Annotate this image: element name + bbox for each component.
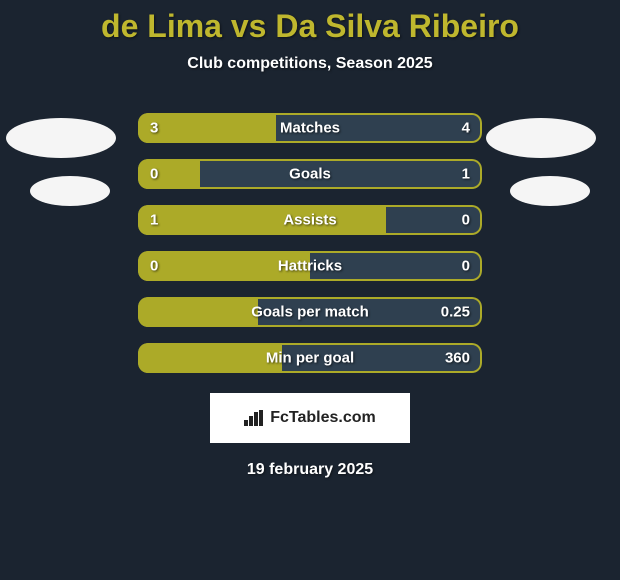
branding-badge[interactable]: FcTables.com	[210, 393, 410, 443]
chart-icon	[244, 410, 264, 426]
stat-value-right: 1	[462, 166, 470, 183]
stat-value-right: 0	[462, 258, 470, 275]
player-avatar	[30, 176, 110, 206]
stat-value-left: 3	[150, 120, 158, 137]
player-avatar	[6, 118, 116, 158]
stat-label: Matches	[280, 120, 340, 137]
bar-left	[138, 297, 258, 327]
stat-row: Assists 1 0	[10, 205, 610, 235]
date-text: 19 february 2025	[0, 461, 620, 479]
branding-text: FcTables.com	[270, 409, 376, 427]
stat-value-right: 0	[462, 212, 470, 229]
stat-value-left: 0	[150, 258, 158, 275]
stat-value-left: 0	[150, 166, 158, 183]
stat-value-left: 1	[150, 212, 158, 229]
stat-label: Hattricks	[278, 258, 342, 275]
page-title: de Lima vs Da Silva Ribeiro	[0, 0, 620, 45]
stat-row: Min per goal 360	[10, 343, 610, 373]
subtitle: Club competitions, Season 2025	[0, 55, 620, 73]
stat-row: Goals per match 0.25	[10, 297, 610, 327]
stat-label: Goals	[289, 166, 331, 183]
stat-row: Hattricks 0 0	[10, 251, 610, 281]
stat-value-right: 0.25	[441, 304, 470, 321]
bar-left	[138, 159, 200, 189]
stat-label: Min per goal	[266, 350, 354, 367]
stat-value-right: 360	[445, 350, 470, 367]
comparison-card: de Lima vs Da Silva Ribeiro Club competi…	[0, 0, 620, 580]
player-avatar	[510, 176, 590, 206]
player-avatar	[486, 118, 596, 158]
bar-left	[138, 343, 282, 373]
stat-value-right: 4	[462, 120, 470, 137]
stat-label: Assists	[283, 212, 336, 229]
stat-label: Goals per match	[251, 304, 369, 321]
bar-left	[138, 205, 386, 235]
bar-left	[138, 113, 276, 143]
